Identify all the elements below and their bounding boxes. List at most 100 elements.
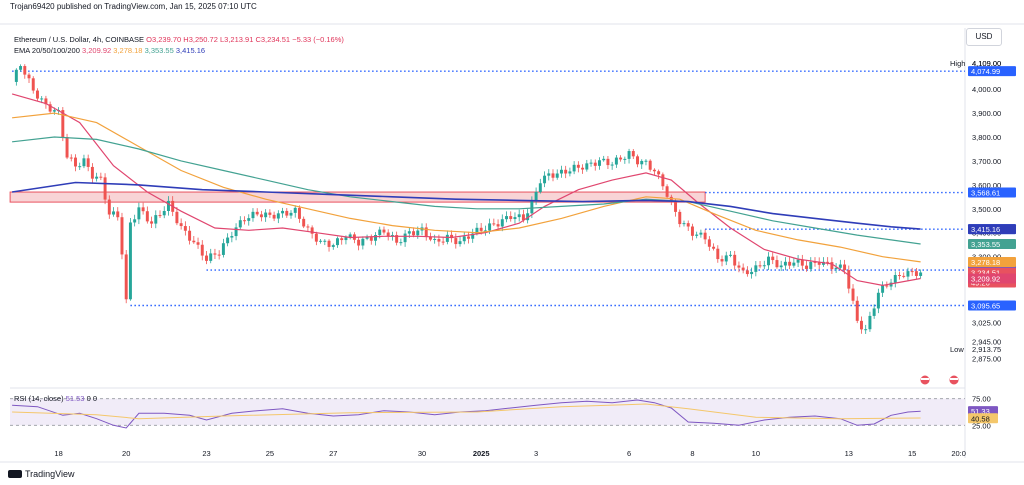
rsi-level-label: 25.00 bbox=[972, 421, 991, 430]
candle-body bbox=[767, 256, 770, 266]
candle-body bbox=[733, 254, 737, 266]
rsi-level-label: 75.00 bbox=[972, 395, 991, 404]
candle-body bbox=[602, 158, 606, 161]
candle-body bbox=[906, 271, 910, 277]
ema-legend[interactable]: EMA 20/50/100/200 3,209.92 3,278.18 3,35… bbox=[14, 46, 205, 55]
price-tick-label: 4,109.00 bbox=[972, 59, 1001, 68]
candle-body bbox=[52, 110, 56, 112]
rsi-legend[interactable]: RSI (14, close) 51.53 0 0 bbox=[14, 394, 97, 403]
candle-body bbox=[555, 173, 559, 178]
candle-body bbox=[361, 238, 365, 246]
price-tag bbox=[968, 224, 1016, 235]
candle-body bbox=[348, 234, 352, 238]
candle-body bbox=[433, 238, 437, 240]
candle-body bbox=[547, 173, 551, 176]
price-tick-label: 3,500.00 bbox=[972, 205, 1001, 214]
brand-name: TradingView bbox=[25, 469, 75, 479]
ema-label: EMA 20/50/100/200 bbox=[14, 46, 80, 55]
candle-body bbox=[898, 275, 901, 277]
footer-brand[interactable]: TradingView bbox=[8, 469, 75, 479]
candle-body bbox=[297, 207, 301, 219]
candle-body bbox=[627, 151, 631, 159]
candle-body bbox=[390, 235, 394, 237]
candle-body bbox=[268, 212, 272, 215]
symbol-title-row: Ethereum / U.S. Dollar, 4h, COINBASE O3,… bbox=[14, 35, 344, 44]
candle-body bbox=[344, 237, 348, 241]
candle-body bbox=[559, 169, 563, 174]
price-level-tag-label: 4,074.99 bbox=[971, 67, 1000, 76]
candle-body bbox=[492, 223, 496, 225]
candle-body bbox=[661, 174, 665, 187]
candle-body bbox=[809, 261, 813, 269]
candle-body bbox=[259, 214, 263, 218]
candle-body bbox=[500, 219, 504, 227]
rsi-band bbox=[10, 398, 965, 426]
rsi-ma-line bbox=[12, 403, 921, 420]
candle-body bbox=[779, 265, 783, 268]
candle-body bbox=[166, 200, 170, 212]
candle-body bbox=[919, 272, 923, 276]
tradingview-logo-icon bbox=[8, 470, 22, 478]
high-price-label: 4,109.00 bbox=[972, 59, 1001, 68]
ema-line-ema50 bbox=[12, 112, 921, 263]
candle-body bbox=[407, 231, 411, 234]
candle-body bbox=[462, 236, 466, 242]
candle-body bbox=[564, 169, 568, 174]
candle-body bbox=[864, 329, 868, 331]
candle-body bbox=[483, 230, 487, 232]
candle-body bbox=[851, 288, 855, 301]
candle-body bbox=[293, 207, 297, 213]
candle-body bbox=[331, 245, 335, 247]
candle-body bbox=[150, 221, 154, 224]
candle-body bbox=[674, 201, 678, 212]
candle-body bbox=[145, 211, 149, 222]
candle-body bbox=[247, 218, 251, 221]
candle-body bbox=[690, 226, 694, 236]
low-label: Low bbox=[950, 345, 964, 354]
ohlc-open: O3,239.70 bbox=[146, 35, 182, 44]
candle-body bbox=[543, 175, 547, 184]
candle-body bbox=[657, 171, 661, 175]
candle-body bbox=[264, 212, 268, 218]
candle-body bbox=[416, 230, 420, 236]
candle-body bbox=[238, 220, 242, 228]
candle-body bbox=[728, 254, 732, 256]
candle-body bbox=[754, 265, 758, 272]
candle-body bbox=[834, 267, 838, 270]
candle-body bbox=[745, 270, 749, 275]
candle-body bbox=[213, 253, 217, 255]
time-tick-label: 25 bbox=[266, 449, 274, 458]
candle-body bbox=[593, 162, 597, 166]
time-tick-label: 6 bbox=[627, 449, 631, 458]
ohlc-high: H3,250.72 bbox=[183, 35, 218, 44]
candle-body bbox=[475, 227, 479, 234]
currency-button[interactable]: USD bbox=[966, 28, 1002, 46]
rsi-tag bbox=[968, 413, 998, 424]
candle-body bbox=[112, 211, 116, 215]
candle-body bbox=[107, 199, 111, 215]
candle-body bbox=[48, 104, 52, 112]
price-level-tag-label: 3,568.61 bbox=[971, 189, 1000, 198]
ema20-value: 3,209.92 bbox=[81, 46, 112, 55]
candle-body bbox=[103, 177, 107, 200]
candle-body bbox=[568, 171, 572, 174]
price-tick-label: 3,600.00 bbox=[972, 181, 1001, 190]
candle-body bbox=[521, 214, 525, 221]
ema-line-ema100 bbox=[12, 136, 921, 245]
candle-body bbox=[644, 160, 648, 162]
time-tick-label: 15 bbox=[908, 449, 916, 458]
candle-body bbox=[619, 157, 623, 160]
price-tag bbox=[968, 238, 1016, 249]
candle-body bbox=[82, 158, 86, 167]
price-level-tag-label: 3,095.65 bbox=[971, 302, 1000, 311]
candle-body bbox=[179, 223, 183, 227]
candle-body bbox=[788, 261, 792, 266]
symbol-name[interactable]: Ethereum / U.S. Dollar, 4h, COINBASE bbox=[14, 35, 145, 44]
candle-body bbox=[707, 239, 711, 247]
candle-body bbox=[581, 167, 585, 170]
rsi-tag-label: 51.33 bbox=[971, 407, 990, 416]
candle-body bbox=[306, 226, 310, 228]
candle-body bbox=[243, 220, 247, 222]
candle-body bbox=[276, 213, 280, 219]
